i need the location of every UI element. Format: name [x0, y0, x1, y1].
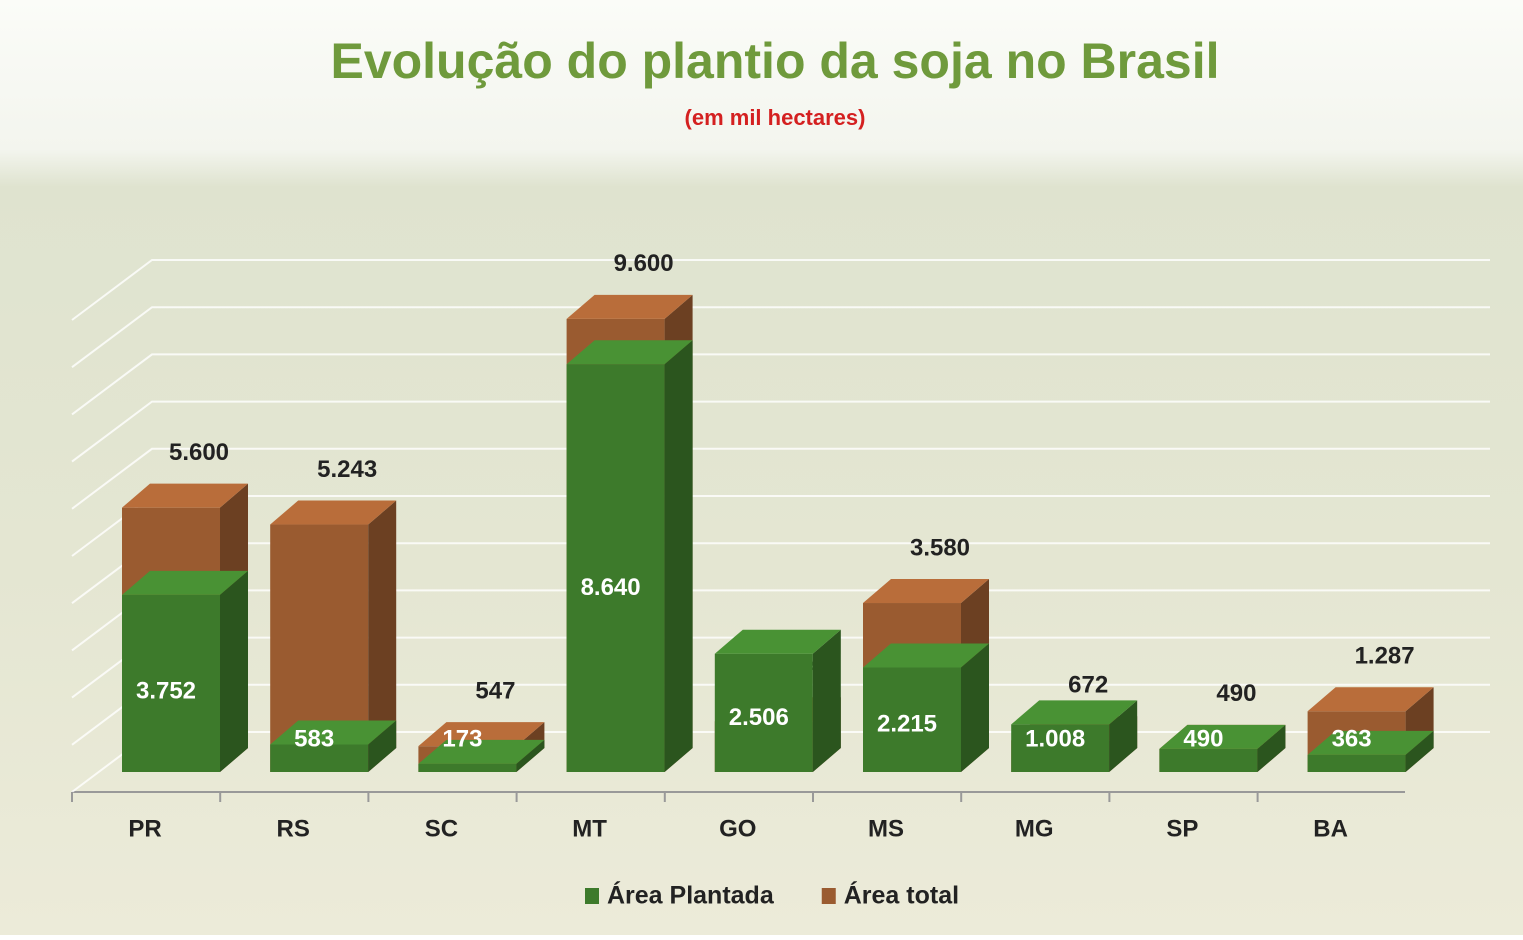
value-label: 5.243 [317, 456, 377, 483]
bar [122, 570, 248, 772]
bar-side [368, 500, 397, 772]
bar-top [270, 500, 397, 525]
grid-line [71, 447, 1490, 510]
bar-front [863, 667, 961, 772]
value-label: 173 [442, 725, 482, 752]
value-label: 547 [475, 678, 515, 705]
bar-side [1257, 724, 1286, 772]
value-label: 3.580 [910, 534, 970, 561]
bar-side [664, 340, 693, 772]
bar-side [1109, 700, 1138, 772]
value-label: 3.752 [136, 678, 196, 705]
bar-top [1307, 730, 1434, 755]
x-tick-label: MG [1015, 815, 1054, 842]
legend-swatch [821, 888, 836, 904]
value-label: 9.600 [614, 250, 674, 277]
value-label: 1.008 [1025, 725, 1085, 752]
bar-top [270, 720, 397, 745]
bar-front [1307, 754, 1406, 772]
bar-front [1159, 748, 1258, 772]
bar-top [418, 739, 545, 764]
bar-front [714, 653, 813, 772]
bar [270, 720, 397, 772]
bar [1307, 730, 1434, 772]
bar-side [220, 570, 248, 772]
bar-side [368, 720, 397, 772]
bar [863, 643, 989, 772]
bar-side [1405, 730, 1434, 772]
value-label: 490 [1216, 680, 1256, 707]
bar-top [122, 570, 248, 595]
bar-top [566, 340, 693, 365]
x-tick-label: MS [868, 815, 904, 842]
bar-front [270, 744, 369, 772]
value-label: 583 [294, 725, 334, 752]
legend-swatch [585, 888, 599, 904]
grid-line [71, 259, 1490, 321]
bar-top [122, 483, 248, 508]
bar-top [1307, 687, 1434, 712]
bar [1159, 724, 1286, 772]
x-tick-label: BA [1313, 815, 1348, 842]
value-label: 8.640 [581, 574, 641, 601]
bar-side [961, 643, 989, 772]
bar [566, 340, 693, 772]
x-tick-label: PR [128, 815, 161, 842]
bar [1011, 700, 1138, 772]
bar-top [1159, 724, 1286, 749]
value-label: 490 [1183, 725, 1223, 752]
value-label: 2.215 [877, 710, 937, 737]
chart-subtitle: (em mil hectares) [685, 105, 866, 130]
value-label: 2.506 [729, 704, 789, 731]
legend-label: Área total [844, 881, 959, 910]
grid-line [71, 306, 1490, 369]
bar-front [418, 763, 517, 772]
x-tick-label: GO [719, 815, 756, 842]
bar-front [1011, 724, 1110, 772]
value-label: 5.600 [169, 439, 229, 466]
bar-side [812, 629, 841, 772]
bar-top [863, 579, 989, 604]
bar-top [566, 294, 693, 319]
bar-top [1011, 700, 1138, 725]
value-label: 1.287 [1355, 643, 1415, 670]
bar-front [566, 364, 665, 772]
bar [418, 739, 545, 772]
bar-front [122, 594, 220, 772]
grid-line [71, 400, 1490, 463]
value-label: 363 [1332, 725, 1372, 752]
bar-side [516, 739, 545, 772]
legend-label: Área Plantada [607, 881, 775, 910]
bar-top [714, 629, 841, 654]
legend: Área Plantada Área total [585, 881, 959, 910]
grid-line [71, 353, 1490, 416]
x-tick-label: MT [572, 815, 607, 842]
bar [714, 629, 841, 772]
x-tick-label: SP [1166, 815, 1198, 842]
x-tick-label: SC [425, 815, 458, 842]
chart-title: Evolução do plantio da soja no Brasil [330, 33, 1219, 89]
value-label: 672 [1068, 672, 1108, 699]
x-tick-label: RS [277, 815, 310, 842]
bar-top [863, 643, 989, 668]
